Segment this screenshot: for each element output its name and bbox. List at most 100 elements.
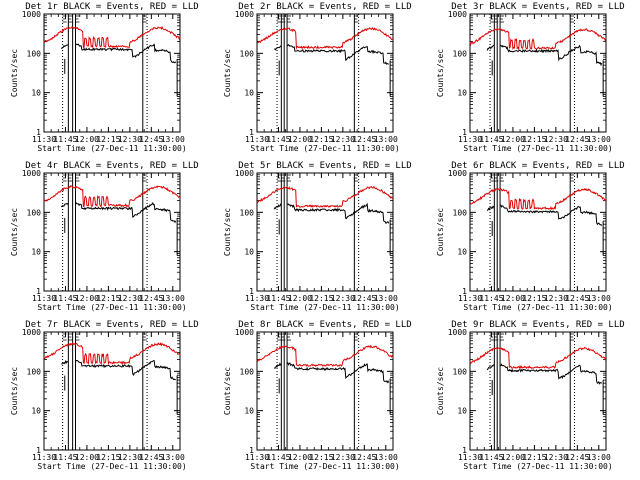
x-axis-label: Start Time (27-Dec-11 11:30:00) bbox=[463, 144, 612, 153]
x-tick-label: 13:00 bbox=[587, 294, 611, 303]
x-tick-label: 11:30 bbox=[32, 294, 56, 303]
lld-series-line bbox=[256, 27, 394, 51]
flag-marker bbox=[287, 15, 292, 23]
flag-marker bbox=[277, 333, 282, 341]
flag-marker bbox=[277, 174, 282, 182]
y-tick-label: 1000 bbox=[448, 169, 467, 178]
x-tick-label: 12:30 bbox=[544, 135, 568, 144]
y-tick-label: 10 bbox=[31, 248, 41, 257]
x-tick-label: 11:45 bbox=[266, 294, 290, 303]
x-tick-label: 11:45 bbox=[266, 135, 290, 144]
flag-marker bbox=[68, 174, 73, 182]
flag-marker bbox=[500, 15, 505, 23]
events-series-line bbox=[60, 43, 177, 64]
x-tick-label: 12:15 bbox=[522, 453, 546, 462]
flag-marker bbox=[354, 333, 359, 341]
events-series-line bbox=[486, 44, 603, 67]
x-tick-label: 12:00 bbox=[501, 453, 525, 462]
y-axis-label: Counts/sec bbox=[223, 367, 232, 415]
y-tick-label: 10 bbox=[244, 407, 254, 416]
y-axis-label: Counts/sec bbox=[436, 49, 445, 97]
x-tick-label: 12:00 bbox=[75, 135, 99, 144]
y-tick-label: 100 bbox=[453, 49, 468, 58]
events-series-line bbox=[273, 362, 390, 384]
y-tick-label: 1000 bbox=[235, 328, 254, 337]
y-tick-label: 100 bbox=[27, 208, 42, 217]
panel-det-9: Det 9r BLACK = Events, RED = LLD 1 10 100 10… bbox=[436, 320, 625, 471]
x-axis-label: Start Time (27-Dec-11 11:30:00) bbox=[463, 462, 612, 471]
lld-series-line bbox=[469, 27, 607, 51]
y-tick-label: 1000 bbox=[22, 328, 41, 337]
panel-title: Det 7r BLACK = Events, RED = LLD bbox=[25, 320, 198, 330]
lld-series-line bbox=[43, 25, 181, 49]
y-tick-label: 10 bbox=[244, 248, 254, 257]
flag-marker bbox=[354, 15, 359, 23]
y-tick-label: 100 bbox=[453, 208, 468, 217]
x-tick-label: 11:30 bbox=[32, 453, 56, 462]
panel-title: Det 6r BLACK = Events, RED = LLD bbox=[451, 161, 624, 171]
x-tick-label: 11:45 bbox=[53, 135, 77, 144]
x-tick-label: 12:15 bbox=[522, 294, 546, 303]
events-series-line bbox=[486, 363, 603, 385]
x-tick-label: 12:15 bbox=[96, 294, 120, 303]
panel-title: Det 3r BLACK = Events, RED = LLD bbox=[451, 2, 624, 12]
flag-marker bbox=[490, 333, 495, 341]
y-tick-label: 1000 bbox=[448, 328, 467, 337]
flag-marker bbox=[287, 333, 292, 341]
flag-marker bbox=[570, 174, 575, 182]
lld-series-line bbox=[43, 185, 181, 208]
x-tick-label: 12:15 bbox=[522, 135, 546, 144]
x-tick-label: 12:00 bbox=[75, 294, 99, 303]
y-tick-label: 100 bbox=[27, 367, 42, 376]
flag-marker bbox=[142, 333, 147, 341]
y-axis-label: Counts/sec bbox=[10, 367, 19, 415]
x-tick-label: 12:45 bbox=[139, 453, 163, 462]
y-tick-label: 100 bbox=[240, 49, 255, 58]
x-tick-label: 12:45 bbox=[352, 453, 376, 462]
x-tick-label: 11:30 bbox=[458, 294, 482, 303]
y-tick-label: 10 bbox=[244, 89, 254, 98]
flag-marker bbox=[494, 333, 499, 341]
flag-marker bbox=[570, 333, 575, 341]
y-tick-label: 1000 bbox=[22, 10, 41, 19]
panel-det-1: Det 1r BLACK = Events, RED = LLD 1 10 100 10… bbox=[10, 2, 199, 153]
y-tick-label: 10 bbox=[31, 407, 41, 416]
plot-frame bbox=[256, 172, 394, 292]
y-tick-label: 10 bbox=[31, 89, 41, 98]
panel-det-8: Det 8r BLACK = Events, RED = LLD 1 10 100 10… bbox=[223, 320, 412, 471]
flag-marker bbox=[490, 174, 495, 182]
flag-marker bbox=[281, 333, 286, 341]
x-tick-label: 12:00 bbox=[288, 135, 312, 144]
plot-frame bbox=[43, 331, 181, 451]
x-tick-label: 13:00 bbox=[374, 453, 398, 462]
panel-det-6: Det 6r BLACK = Events, RED = LLD 1 10 100 10… bbox=[436, 161, 625, 312]
x-tick-label: 12:30 bbox=[331, 135, 355, 144]
flag-marker bbox=[494, 15, 499, 23]
x-axis-label: Start Time (27-Dec-11 11:30:00) bbox=[37, 144, 186, 153]
x-tick-label: 13:00 bbox=[374, 135, 398, 144]
x-tick-label: 12:45 bbox=[565, 135, 589, 144]
y-tick-label: 100 bbox=[453, 367, 468, 376]
y-tick-label: 1 bbox=[249, 128, 254, 137]
x-tick-label: 12:00 bbox=[288, 453, 312, 462]
y-tick-label: 1 bbox=[36, 287, 41, 296]
y-axis-label: Counts/sec bbox=[223, 49, 232, 97]
panel-det-5: Det 5r BLACK = Events, RED = LLD 1 10 100 10… bbox=[223, 161, 412, 312]
y-tick-label: 1000 bbox=[235, 10, 254, 19]
x-tick-label: 12:30 bbox=[118, 453, 142, 462]
y-tick-label: 10 bbox=[457, 407, 467, 416]
x-axis-label: Start Time (27-Dec-11 11:30:00) bbox=[37, 303, 186, 312]
lld-series-line bbox=[256, 344, 394, 368]
x-tick-label: 11:30 bbox=[245, 294, 269, 303]
y-tick-label: 1 bbox=[462, 287, 467, 296]
flag-marker bbox=[281, 15, 286, 23]
lld-series-line bbox=[256, 185, 394, 208]
y-tick-label: 1 bbox=[249, 287, 254, 296]
y-tick-label: 10 bbox=[457, 89, 467, 98]
flag-marker bbox=[287, 174, 292, 182]
y-axis-label: Counts/sec bbox=[223, 208, 232, 256]
y-tick-label: 100 bbox=[240, 208, 255, 217]
plot-frame bbox=[469, 172, 607, 292]
x-tick-label: 12:45 bbox=[139, 294, 163, 303]
